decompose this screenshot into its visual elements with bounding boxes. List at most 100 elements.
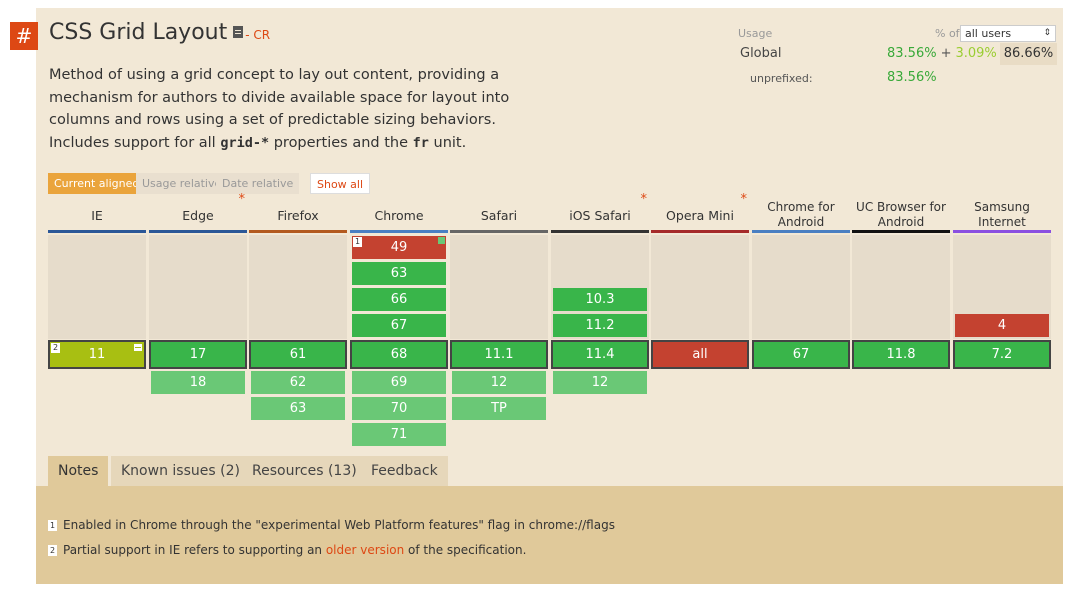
show-all-button[interactable]: Show all (310, 173, 371, 194)
version-cell-chrome-66[interactable]: 66 (352, 288, 446, 311)
version-cell-safari-12[interactable]: 12 (452, 371, 546, 394)
version-cell-firefox-62[interactable]: 62 (251, 371, 345, 394)
version-label: 11 (88, 347, 106, 362)
version-cell-ios-12[interactable]: 12 (553, 371, 647, 394)
asterisk: * (640, 192, 648, 207)
column-background (249, 235, 347, 339)
older-version-link[interactable]: older version (325, 543, 405, 557)
desc-text-3: unit. (428, 134, 467, 151)
current-cell-inner: 2 11 (50, 342, 144, 367)
pct-of-label: % of (935, 27, 960, 40)
note-marker: 1 (353, 237, 362, 247)
version-label: 11.8 (854, 342, 948, 367)
note-2: 2 Partial support in IE refers to support… (48, 543, 526, 557)
version-label: 7.2 (955, 342, 1049, 367)
version-label: 67 (754, 342, 848, 367)
version-label: 11.4 (553, 342, 647, 367)
full-support-pct: 83.56% (887, 46, 937, 61)
version-cell-safari-tp[interactable]: TP (452, 397, 546, 420)
asterisk: * (238, 192, 246, 207)
spec-status[interactable]: - CR (245, 28, 271, 42)
version-label: 68 (352, 342, 446, 367)
total-support-pct: 86.66% (1000, 43, 1057, 65)
tab-feedback[interactable]: Feedback (361, 456, 448, 486)
current-cell-firefox[interactable]: 61 (249, 340, 347, 369)
feature-title: CSS Grid Layout - CR (49, 20, 270, 45)
browser-header-chrome-android: Chrome for Android (752, 200, 850, 234)
tab-notes[interactable]: Notes (48, 456, 109, 486)
note-text: of the specification. (404, 543, 527, 557)
browser-name: Firefox (277, 208, 319, 223)
version-cell-ios-10-3[interactable]: 10.3 (553, 288, 647, 311)
version-label: 61 (251, 342, 345, 367)
version-cell-chrome-49[interactable]: 1 49 (352, 236, 446, 259)
date-relative-tab[interactable]: Date relative (216, 173, 300, 194)
unprefixed-label: unprefixed: (750, 72, 813, 85)
column-background (48, 235, 146, 339)
column-background (450, 235, 548, 339)
note-number: 1 (48, 520, 57, 531)
note-marker: 2 (51, 343, 60, 353)
usage-label: Usage (738, 27, 773, 40)
tab-resources[interactable]: Resources (13) (242, 456, 367, 486)
version-cell-edge-18[interactable]: 18 (151, 371, 245, 394)
browser-header-safari: Safari (450, 200, 548, 234)
version-cell-firefox-63[interactable]: 63 (251, 397, 345, 420)
tab-known-issues[interactable]: Known issues (2) (111, 456, 250, 486)
browser-header-firefox: Firefox (249, 200, 347, 234)
version-label: 49 (390, 240, 408, 255)
current-aligned-tab[interactable]: Current aligned (48, 173, 146, 194)
version-cell-ios-11-2[interactable]: 11.2 (553, 314, 647, 337)
current-cell-chrome-android[interactable]: 67 (752, 340, 850, 369)
current-cell-edge[interactable]: 17 (149, 340, 247, 369)
column-background (149, 235, 247, 339)
note-text: Enabled in Chrome through the "experimen… (63, 518, 615, 532)
browser-bar (852, 230, 950, 233)
column-background (752, 235, 850, 339)
browser-name: Chrome for Android (767, 200, 835, 229)
feature-description: Method of using a grid concept to lay ou… (49, 64, 519, 154)
users-select-value: all users (965, 27, 1012, 40)
column-background (852, 235, 950, 339)
current-cell-samsung[interactable]: 7.2 (953, 340, 1051, 369)
current-cell-opera-mini[interactable]: all (651, 340, 749, 369)
asterisk: * (740, 192, 748, 207)
version-cell-samsung-4[interactable]: 4 (955, 314, 1049, 337)
browser-name: Samsung Internet (974, 200, 1030, 229)
usage-relative-tab[interactable]: Usage relative (136, 173, 228, 194)
browser-header-uc-browser: UC Browser for Android (852, 200, 950, 234)
plus-sign: + (940, 46, 952, 61)
browser-name: IE (91, 208, 103, 223)
current-cell-safari[interactable]: 11.1 (450, 340, 548, 369)
version-cell-chrome-71[interactable]: 71 (352, 423, 446, 446)
column-background (651, 235, 749, 339)
desc-text-1: Method of using a grid concept to lay ou… (49, 67, 510, 151)
browser-bar (249, 230, 347, 233)
version-cell-chrome-70[interactable]: 70 (352, 397, 446, 420)
current-cell-uc-browser[interactable]: 11.8 (852, 340, 950, 369)
note-text: Partial support in IE refers to supporti… (63, 543, 326, 557)
flag-icon (438, 237, 445, 244)
browser-name: iOS Safari (569, 208, 631, 223)
updown-arrow-icon: ⇕ (1043, 28, 1051, 38)
browser-bar (149, 230, 247, 233)
current-cell-ios-safari[interactable]: 11.4 (551, 340, 649, 369)
version-cell-chrome-63[interactable]: 63 (352, 262, 446, 285)
current-cell-chrome[interactable]: 68 (350, 340, 448, 369)
version-label: 11.1 (452, 342, 546, 367)
unprefixed-pct: 83.56% (887, 70, 937, 85)
feature-title-text: CSS Grid Layout (49, 20, 228, 45)
version-cell-chrome-67[interactable]: 67 (352, 314, 446, 337)
permalink-hash-button[interactable]: # (10, 22, 38, 50)
browser-name: Edge (182, 208, 214, 223)
note-1: 1 Enabled in Chrome through the "experime… (48, 518, 615, 532)
users-select[interactable]: all users ⇕ (960, 25, 1056, 42)
browser-header-ie: IE (48, 200, 146, 234)
browser-bar (953, 230, 1051, 233)
current-cell-ie[interactable]: 2 11 (48, 340, 146, 369)
document-icon[interactable] (233, 26, 244, 38)
desc-text-2: properties and the (269, 134, 413, 151)
version-cell-chrome-69[interactable]: 69 (352, 371, 446, 394)
note-number: 2 (48, 545, 57, 556)
version-label: 17 (151, 342, 245, 367)
